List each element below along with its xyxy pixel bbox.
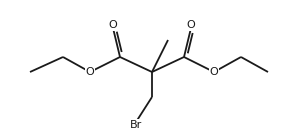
Text: O: O	[187, 20, 195, 30]
Text: O: O	[108, 20, 117, 30]
Text: O: O	[85, 67, 94, 77]
Text: O: O	[210, 67, 218, 77]
Text: Br: Br	[130, 120, 142, 130]
